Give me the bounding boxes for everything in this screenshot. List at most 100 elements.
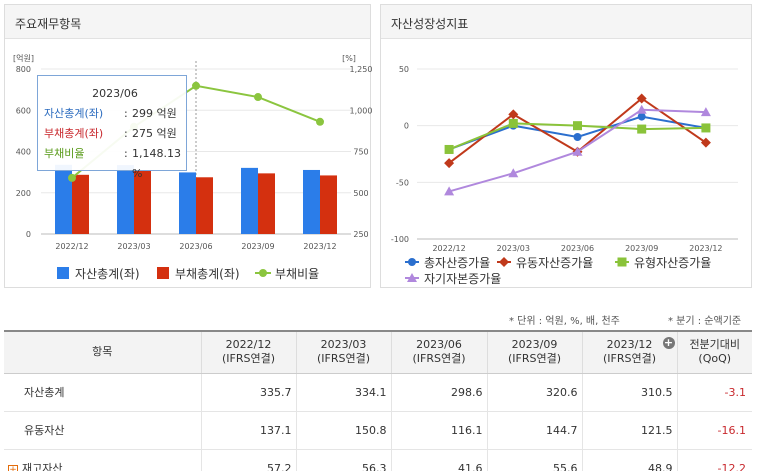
growth-y-tick: -50 (396, 178, 409, 187)
debt-ratio-point[interactable] (316, 117, 324, 126)
growth-legend-label: 자기자본증가율 (424, 272, 501, 286)
growth-legend-marker[interactable] (617, 257, 627, 267)
financial-items-title: 주요재무항목 (5, 5, 370, 39)
growth-series-point[interactable] (700, 107, 711, 117)
tooltip-separator: : (124, 107, 128, 120)
debt-ratio-point[interactable] (68, 173, 76, 182)
row-name[interactable]: + 재고자산 (4, 449, 201, 471)
left-y-tick: 600 (16, 106, 31, 115)
row-value: 310.5 (581, 373, 677, 412)
growth-series-point[interactable] (636, 104, 647, 114)
row-change: -3.1 (676, 373, 752, 412)
growth-x-tick: 2023/06 (561, 244, 594, 253)
left-y-tick: 800 (16, 65, 31, 74)
asset-growth-title: 자산성장성지표 (381, 5, 751, 39)
bar-assets[interactable] (117, 165, 134, 234)
growth-series-point[interactable] (636, 93, 647, 104)
growth-x-tick: 2023/03 (497, 244, 530, 253)
right-y-tick: 500 (353, 189, 368, 198)
debt-ratio-point[interactable] (192, 81, 200, 90)
change-basis: (QoQ) (698, 352, 732, 366)
row-value: 150.8 (295, 411, 391, 450)
row-value: 335.7 (200, 373, 296, 412)
header-period: 2023/03 (IFRS연결) (295, 330, 391, 374)
growth-series-point[interactable] (444, 158, 455, 169)
growth-series-point[interactable] (444, 144, 454, 154)
bar-liabilities[interactable] (258, 173, 275, 234)
bar-assets[interactable] (55, 164, 72, 234)
growth-series-point[interactable] (508, 168, 519, 178)
growth-series-point[interactable] (701, 123, 711, 133)
row-value: 137.1 (200, 411, 296, 450)
bar-liabilities[interactable] (196, 177, 213, 234)
tooltip-title: 2023/06 (92, 87, 138, 100)
financial-table: 항목 2022/12 (IFRS연결) 2023/03 (IFRS연결) 2023/06(… (4, 330, 752, 471)
growth-series-point[interactable] (637, 124, 647, 134)
tooltip-value: 299 억원 (132, 107, 177, 120)
growth-y-tick: -100 (391, 235, 409, 244)
right-y-tick: 750 (353, 148, 368, 157)
row-label: 유동자산 (24, 424, 65, 437)
row-value: 144.7 (486, 411, 582, 450)
x-tick-label: 2022/12 (55, 242, 88, 251)
tooltip-row: 부채비율:1,148.13 % (44, 144, 186, 180)
bar-liabilities[interactable] (134, 170, 151, 234)
expand-icon[interactable]: + (8, 465, 18, 471)
left-y-tick: 200 (16, 189, 31, 198)
bar-assets[interactable] (179, 172, 196, 234)
growth-legend-label: 유동자산증가율 (516, 256, 593, 270)
tooltip-separator: : (124, 127, 128, 140)
change-label: 전분기대비 (689, 338, 741, 352)
growth-series-point[interactable] (637, 112, 646, 121)
growth-legend-marker[interactable] (499, 257, 509, 267)
row-value: 116.1 (390, 411, 487, 450)
growth-series-point[interactable] (508, 109, 519, 120)
growth-series-point[interactable] (700, 137, 711, 148)
tooltip-label: 부채총계(좌) (44, 127, 104, 140)
bar-assets[interactable] (303, 169, 320, 234)
debt-ratio-point[interactable] (254, 93, 262, 102)
left-axis-unit: [억원] (13, 53, 34, 63)
growth-legend-marker[interactable] (408, 258, 416, 266)
asset-growth-chart: -100 -50 0 50 2022/12 2023/03 2023/06 2023/09 20… (391, 65, 738, 286)
bar-liabilities[interactable] (72, 174, 89, 234)
x-tick-label: 2023/03 (117, 242, 150, 251)
period-basis: (IFRS연결) (507, 352, 562, 366)
bar-liabilities[interactable] (320, 175, 337, 234)
row-value: 298.6 (390, 373, 487, 412)
growth-series-point[interactable] (444, 186, 455, 196)
growth-series-point[interactable] (573, 133, 582, 141)
legend-label: 부채총계(좌) (175, 267, 240, 281)
legend-marker (259, 269, 267, 277)
growth-series-point[interactable] (572, 146, 583, 156)
tooltip-rows: 자산총계(좌):299 억원 부채총계(좌):275 억원 부채비율:1,148.1… (44, 104, 186, 180)
period-date: 2023/12 (606, 338, 653, 352)
growth-y-tick: 0 (404, 122, 409, 131)
tooltip-row: 부채총계(좌):275 억원 (44, 124, 186, 144)
row-value: 320.6 (486, 373, 582, 412)
tooltip-row: 자산총계(좌):299 억원 (44, 104, 186, 124)
tooltip-separator: : (124, 147, 128, 160)
growth-series-point[interactable] (573, 121, 582, 131)
bar-assets[interactable] (241, 167, 258, 234)
growth-legend-marker[interactable] (407, 273, 417, 282)
tooltip-value: 275 억원 (132, 127, 177, 140)
unit-note: * 단위 : 억원, %, 배, 천주 (509, 316, 620, 327)
left-y-tick: 0 (26, 230, 31, 239)
right-y-tick: 1,250 (350, 65, 372, 74)
x-tick-label: 2023/06 (179, 242, 212, 251)
growth-series-point[interactable] (508, 118, 518, 128)
right-y-tick: 1,000 (350, 106, 372, 115)
table-header-row: 항목 2022/12 (IFRS연결) 2023/03 (IFRS연결) 2023/06(… (4, 330, 752, 374)
legend-swatch (57, 267, 69, 279)
period-date: 2022/12 (225, 338, 272, 352)
chart-tooltip: 2023/06 자산총계(좌):299 억원 부채총계(좌):275 억원 부채비율… (37, 75, 187, 180)
period-basis: (IFRS연결) (412, 352, 466, 366)
period-basis: (IFRS연결) (602, 352, 657, 366)
growth-x-tick: 2023/09 (625, 244, 658, 253)
add-column-icon[interactable]: + (662, 336, 675, 349)
right-axis-unit: [%] (342, 54, 356, 63)
header-change: + 전분기대비 (QoQ) (662, 330, 752, 374)
right-y-tick: 250 (353, 230, 368, 239)
row-value: 55.6 (486, 449, 582, 471)
